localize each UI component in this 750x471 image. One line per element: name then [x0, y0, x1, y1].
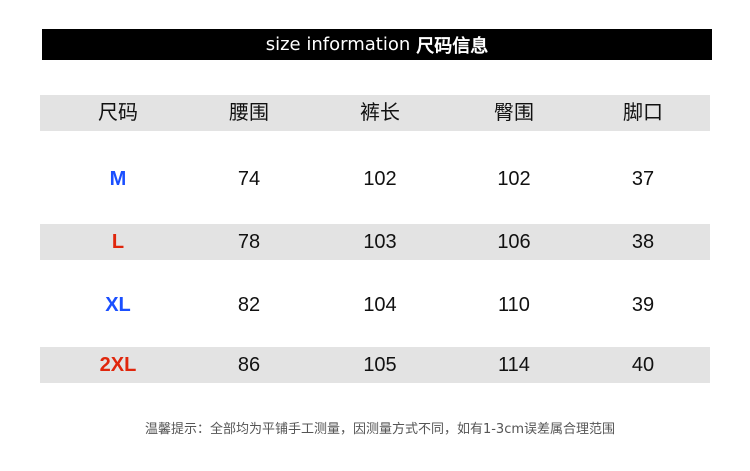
title-zh: 尺码信息: [416, 35, 489, 57]
header-length: 裤长: [360, 102, 400, 124]
cell-waist: 86: [237, 354, 261, 376]
cell-waist: 74: [237, 168, 261, 190]
cell-length: 104: [363, 294, 397, 316]
cell-hip: 114: [498, 354, 530, 376]
header-row: 尺码 腰围 裤长 臀围 脚口: [40, 95, 710, 131]
cell-size: 2XL: [99, 354, 137, 376]
title-en: size information: [265, 34, 411, 55]
table-row: L 78 103 106 38: [40, 224, 710, 260]
cell-length: 105: [363, 354, 397, 376]
cell-hip: 106: [497, 231, 531, 253]
table-row: 2XL 86 105 114 40: [40, 347, 710, 383]
cell-hem: 38: [631, 231, 655, 253]
table-row: M 74 102 102 37: [40, 161, 710, 197]
title-bar: size information 尺码信息: [42, 29, 712, 60]
measurement-note: 温馨提示：全部均为平铺手工测量，因测量方式不同，如有1-3cm误差属合理范围: [144, 422, 616, 437]
header-waist: 腰围: [229, 102, 269, 124]
cell-waist: 82: [237, 294, 261, 316]
header-hem: 脚口: [623, 102, 663, 124]
table-row: XL 82 104 110 39: [40, 287, 710, 323]
cell-hip: 102: [497, 168, 531, 190]
cell-length: 103: [363, 231, 397, 253]
cell-hem: 39: [631, 294, 655, 316]
cell-hem: 37: [631, 168, 655, 190]
header-hip: 臀围: [494, 102, 534, 124]
cell-size: M: [109, 168, 127, 190]
cell-size: XL: [105, 294, 131, 316]
cell-length: 102: [363, 168, 397, 190]
cell-size: L: [111, 231, 125, 253]
header-size: 尺码: [98, 102, 138, 124]
cell-hem: 40: [631, 354, 655, 376]
cell-waist: 78: [237, 231, 261, 253]
cell-hip: 110: [498, 294, 530, 316]
